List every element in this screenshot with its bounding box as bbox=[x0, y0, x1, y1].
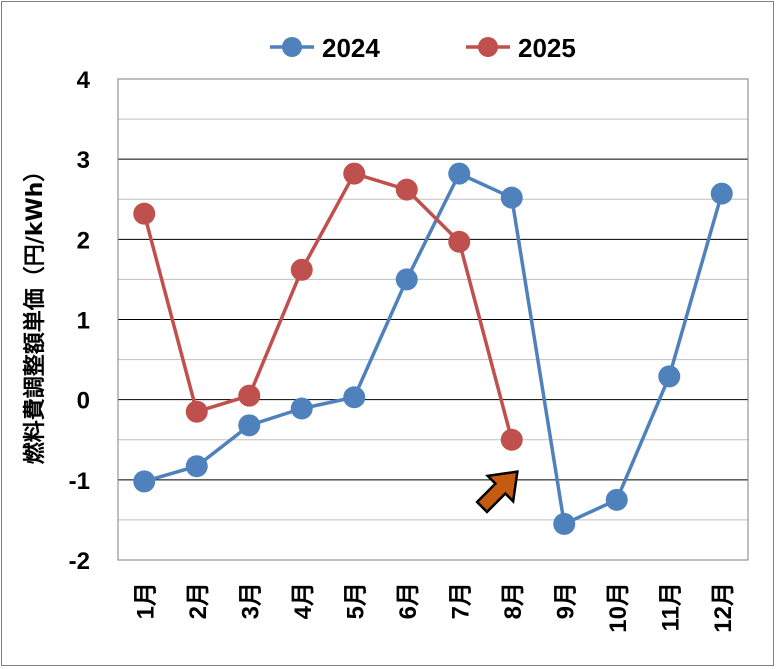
x-tick-label: 11月 bbox=[657, 582, 684, 631]
series-layer bbox=[133, 162, 733, 535]
x-tick-label: 12月 bbox=[710, 582, 737, 633]
x-tick-label: 7月 bbox=[447, 582, 474, 619]
legend-label: 2025 bbox=[518, 33, 576, 63]
data-point bbox=[395, 178, 418, 201]
x-tick-label: 6月 bbox=[395, 582, 422, 619]
plot-area-border bbox=[117, 78, 749, 561]
series-2025 bbox=[133, 162, 523, 451]
y-axis-ticks: 4 3 2 1 0 -1 -2 bbox=[69, 67, 91, 575]
data-point bbox=[448, 162, 471, 185]
x-axis-ticks: 1月 2月 3月 4月 5月 6月 7月 8月 9月 10月 11月 12月 bbox=[132, 582, 737, 633]
y-axis-label: 燃料費調整額単価（円/kWh） bbox=[22, 160, 48, 465]
y-tick-label: 1 bbox=[77, 308, 90, 335]
y-tick-label: 4 bbox=[77, 67, 91, 94]
annotation-arrow bbox=[475, 470, 519, 514]
data-point bbox=[185, 455, 208, 478]
data-point bbox=[185, 400, 208, 423]
data-point bbox=[238, 384, 261, 407]
y-tick-label: -2 bbox=[69, 548, 90, 575]
data-point bbox=[500, 186, 523, 209]
data-point bbox=[448, 230, 471, 253]
data-point bbox=[238, 414, 261, 437]
legend-label: 2024 bbox=[322, 33, 380, 63]
legend-item-2025: 2025 bbox=[466, 33, 576, 63]
x-tick-label: 5月 bbox=[342, 582, 369, 619]
series-line-2024 bbox=[143, 171, 724, 526]
legend-marker bbox=[478, 37, 498, 57]
data-point bbox=[133, 202, 156, 225]
y-tick-label: 3 bbox=[77, 147, 90, 174]
data-point bbox=[500, 428, 523, 451]
x-tick-label: 1月 bbox=[132, 582, 159, 619]
legend: 2024 2025 bbox=[270, 33, 576, 63]
data-point bbox=[658, 365, 681, 388]
data-point bbox=[605, 488, 628, 511]
x-tick-label: 9月 bbox=[552, 582, 579, 619]
x-tick-label: 4月 bbox=[290, 582, 317, 619]
y-tick-label: 2 bbox=[77, 227, 90, 254]
data-point bbox=[290, 258, 313, 281]
data-point bbox=[343, 162, 366, 185]
x-tick-label: 8月 bbox=[500, 582, 527, 619]
data-point bbox=[395, 268, 418, 291]
data-point bbox=[553, 512, 576, 535]
data-point bbox=[343, 386, 366, 409]
data-point bbox=[133, 470, 156, 493]
x-tick-label: 2月 bbox=[185, 582, 212, 619]
y-tick-label: 0 bbox=[77, 388, 90, 415]
legend-marker bbox=[282, 37, 302, 57]
data-point bbox=[710, 182, 733, 205]
legend-item-2024: 2024 bbox=[270, 33, 380, 63]
x-tick-label: 10月 bbox=[605, 582, 632, 633]
data-point bbox=[290, 397, 313, 420]
gridlines bbox=[118, 78, 748, 561]
up-right-arrow-icon bbox=[475, 470, 519, 514]
y-tick-label: -1 bbox=[69, 468, 90, 495]
x-tick-label: 3月 bbox=[237, 582, 264, 619]
series-2024 bbox=[133, 162, 733, 535]
